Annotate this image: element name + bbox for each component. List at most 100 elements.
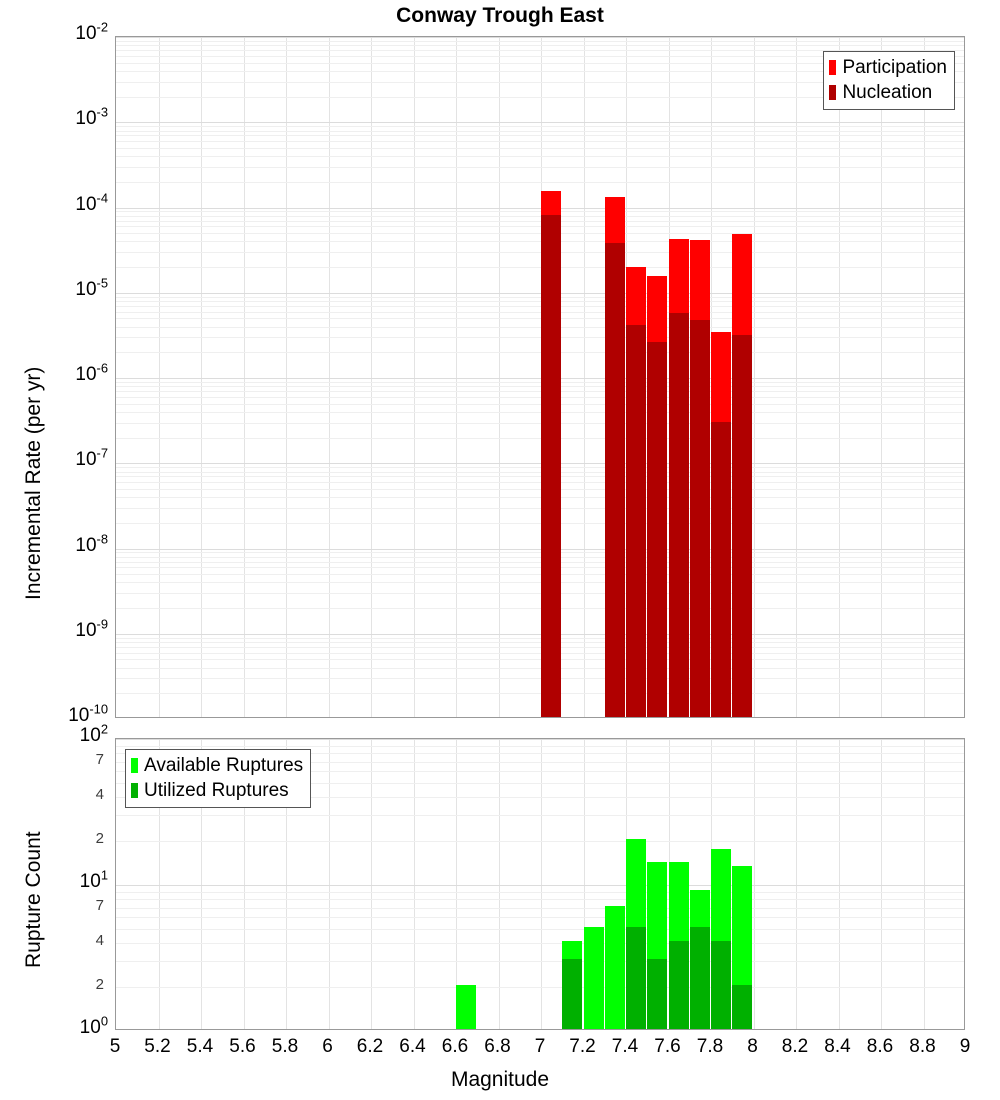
x-tick-label: 5.4 [186, 1036, 214, 1057]
legend-swatch-icon [829, 85, 837, 100]
gridline-vertical [796, 37, 797, 717]
bar [456, 739, 477, 1029]
y-tick-exponent: 0 [100, 1013, 108, 1029]
gridline-horizontal-minor [116, 693, 964, 694]
bar-segment-nucleation [647, 342, 668, 717]
gridline-vertical [328, 37, 330, 717]
y-tick-label-bottom-minor: 4 [95, 932, 104, 950]
gridline-vertical [456, 37, 457, 717]
gridline-horizontal-minor [116, 987, 964, 988]
gridline-horizontal-minor [116, 267, 964, 268]
gridline-horizontal-minor [116, 337, 964, 338]
gridline-horizontal-minor [116, 659, 964, 660]
gridline-horizontal-minor [116, 567, 964, 568]
gridline-vertical [881, 739, 882, 1029]
bar [732, 739, 753, 1029]
x-tick-label: 8 [747, 1036, 758, 1057]
y-tick-label-top: 10-2 [0, 19, 108, 45]
x-tick-label: 5 [109, 1036, 121, 1057]
y-tick-label-top: 10-7 [0, 447, 108, 471]
gridline-horizontal-minor [116, 489, 964, 490]
gridline-vertical [923, 739, 925, 1029]
gridline-horizontal-minor [116, 557, 964, 558]
bar-segment-utilized-ruptures [626, 927, 647, 1029]
y-tick-base: 10 [79, 871, 101, 892]
rupture-count-panel: Available Ruptures Utilized Ruptures [115, 738, 965, 1030]
gridline-horizontal-minor [116, 56, 964, 57]
gridline-horizontal-minor [116, 929, 964, 930]
gridline-horizontal-minor [116, 233, 964, 234]
gridline-horizontal-minor [116, 221, 964, 222]
legend-incremental-rate: Participation Nucleation [823, 51, 955, 110]
bar [689, 37, 711, 717]
gridline-horizontal-minor [116, 562, 964, 563]
gridline-vertical [286, 37, 287, 717]
x-tick-label: 5.6 [229, 1036, 256, 1057]
gridline-horizontal-minor [116, 211, 964, 212]
x-tick-label: 6 [322, 1036, 333, 1057]
gridline-horizontal-minor [116, 608, 964, 609]
gridline-vertical [158, 37, 160, 717]
gridline-horizontal-minor [116, 382, 964, 383]
gridline-horizontal-minor [116, 82, 964, 83]
bar [626, 37, 647, 717]
gridline-vertical [498, 37, 500, 717]
y-tick-exponent: -5 [96, 275, 108, 291]
x-tick-label: 6.2 [356, 1036, 384, 1057]
x-tick-label: 5.8 [271, 1036, 299, 1057]
legend-bottom-item: Utilized Ruptures [131, 778, 303, 803]
y-tick-label-top: 10-8 [0, 532, 108, 557]
gridline-horizontal-major [116, 293, 964, 294]
gridline-horizontal-minor [116, 148, 964, 149]
y-tick-label-top: 10-10 [0, 703, 108, 727]
bar [604, 37, 625, 717]
y-tick-label-bottom-minor: 7 [95, 896, 104, 914]
bar-segment-utilized-ruptures [562, 959, 583, 1029]
gridline-vertical [371, 37, 372, 717]
gridline-horizontal-minor [116, 961, 964, 962]
bar-segment-nucleation [604, 243, 625, 717]
gridline-horizontal-major [116, 549, 964, 550]
x-tick-label: 8.4 [824, 1036, 851, 1057]
bar-segment-available-ruptures [456, 985, 477, 1029]
bar-segment-nucleation [732, 335, 753, 717]
legend-top-item: Nucleation [829, 80, 947, 105]
y-tick-label-bottom: 102 [0, 723, 108, 747]
y-tick-label-top: 10-4 [0, 191, 108, 216]
y-tick-label-bottom-minor: 7 [95, 750, 104, 768]
gridline-horizontal-minor [116, 783, 964, 784]
gridline-horizontal-minor [116, 301, 964, 302]
legend-top-label: Participation [842, 57, 947, 78]
gridline-horizontal-minor [116, 899, 964, 900]
gridline-horizontal-minor [116, 352, 964, 353]
gridline-horizontal-minor [116, 653, 964, 654]
x-tick-label: 7.6 [654, 1036, 681, 1057]
x-tick-label: 7.4 [611, 1036, 639, 1057]
gridline-horizontal-minor [116, 668, 964, 669]
bar-segment-nucleation [689, 320, 711, 717]
gridline-vertical [201, 37, 202, 717]
y-tick-exponent: -9 [96, 616, 108, 632]
gridline-horizontal-minor [116, 746, 964, 747]
gridline-horizontal-minor [116, 815, 964, 816]
gridline-horizontal-minor [116, 552, 964, 553]
gridline-horizontal-minor [116, 226, 964, 227]
gridline-horizontal-minor [116, 943, 964, 944]
gridline-horizontal-major [116, 634, 964, 635]
x-tick-label: 7.2 [569, 1036, 596, 1057]
gridline-horizontal-minor [116, 892, 964, 893]
gridline-vertical [243, 739, 245, 1029]
gridline-vertical [753, 37, 755, 717]
bar [541, 37, 562, 717]
gridline-horizontal-minor [116, 167, 964, 168]
gridline-horizontal-minor [116, 482, 964, 483]
gridline-vertical [201, 739, 202, 1029]
y-tick-exponent: -4 [96, 190, 108, 206]
bar [541, 739, 561, 1029]
legend-swatch-icon [131, 783, 138, 798]
bar [647, 739, 668, 1029]
y-tick-exponent: -2 [96, 19, 108, 35]
gridline-horizontal-minor [116, 391, 964, 392]
y-tick-base: 10 [75, 364, 97, 385]
